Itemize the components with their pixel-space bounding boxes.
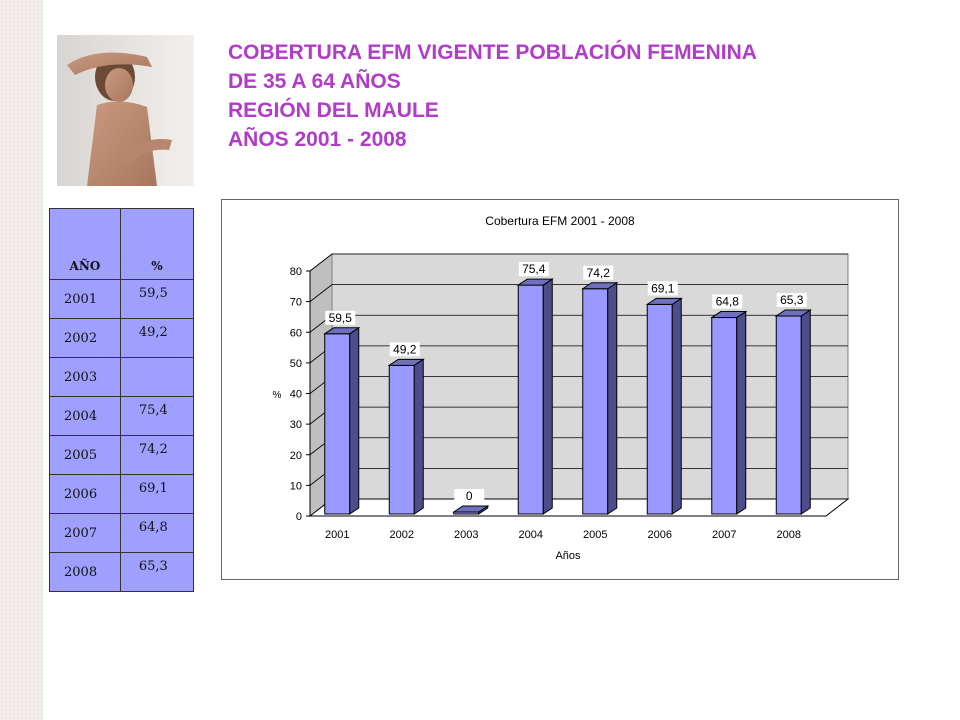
bar-side (542, 278, 553, 515)
data-label-bg (712, 294, 743, 309)
title-line-3: REGIÓN DEL MAULE (228, 99, 439, 122)
row-value (119, 357, 195, 397)
x-tick-label: 2008 (777, 529, 801, 541)
y-tick-label: 70 (290, 297, 302, 309)
y-tick-label: 50 (290, 358, 302, 370)
row-value: 59,5 (119, 279, 195, 319)
row-year: 2004 (49, 396, 121, 436)
bar-top (387, 358, 425, 366)
row-year: 2008 (49, 552, 121, 592)
chart-title: Cobertura EFM 2001 - 2008 (485, 214, 635, 228)
chart-container: Cobertura EFM 2001 - 2008 0 10 20 30 40 50 60 70… (221, 199, 899, 580)
bar-top (581, 282, 619, 290)
row-year: 2007 (49, 513, 121, 553)
row-year: 2001 (49, 279, 121, 319)
coverage-bar-chart: Cobertura EFM 2001 - 2008 0 10 20 30 40 50 60 70… (273, 214, 850, 562)
y-tick-label: 10 (290, 480, 302, 492)
data-label: 59,5 (329, 311, 353, 325)
x-tick-label: 2002 (390, 529, 414, 541)
table-row: 2006 69,1 (49, 474, 195, 514)
bar-top (774, 309, 812, 317)
bar-side (736, 310, 747, 515)
row-value: 75,4 (119, 396, 195, 436)
x-tick-label: 2003 (454, 529, 478, 541)
row-value: 49,2 (119, 318, 195, 358)
data-label: 49,2 (393, 342, 417, 356)
y-tick-label: 30 (290, 419, 302, 431)
bar-top (452, 505, 490, 513)
woman-photo (57, 35, 194, 186)
table-header-row: AÑO % (49, 208, 195, 280)
page-title: COBERTURA EFM VIGENTE POBLACIÓN FEMENINA… (228, 38, 928, 154)
header-year: AÑO (49, 208, 121, 280)
bar-top (323, 327, 361, 335)
data-label-bg (647, 281, 678, 296)
data-label-bg (583, 265, 614, 280)
x-tick-label: 2007 (712, 529, 736, 541)
bar-top (516, 278, 554, 286)
bar-side (671, 297, 682, 515)
coverage-table: AÑO % 2001 59,5 2002 49,2 2003 2004 75,4… (49, 208, 195, 592)
bar-front (582, 288, 609, 515)
title-line-4: AÑOS 2001 - 2008 (228, 128, 407, 151)
y-tick-label: 0 (296, 511, 302, 523)
bar-top (710, 311, 748, 319)
table-row: 2005 74,2 (49, 435, 195, 475)
x-tick-label: 2005 (583, 529, 607, 541)
row-year: 2005 (49, 435, 121, 475)
x-tick-label: 2004 (519, 529, 543, 541)
row-value: 64,8 (119, 513, 195, 553)
y-tick-label: 80 (290, 266, 302, 278)
table-row: 2004 75,4 (49, 396, 195, 436)
y-tick-label: 60 (290, 327, 302, 339)
data-label-bg (389, 342, 420, 357)
gridline-diagonal (309, 284, 333, 302)
gridline-diagonal (309, 253, 333, 272)
data-label: 65,3 (780, 293, 804, 307)
table-row: 2007 64,8 (49, 513, 195, 553)
header-percent: % (119, 208, 195, 280)
data-label: 69,1 (651, 281, 675, 295)
bar-front (517, 284, 544, 515)
data-label-bg (454, 489, 485, 503)
bar-front (711, 317, 738, 515)
bar-front (324, 333, 351, 515)
y-axis-label: % (273, 390, 282, 401)
data-label: 0 (466, 489, 473, 503)
left-decorative-strip (0, 0, 43, 720)
bar-side (800, 309, 811, 515)
x-tick-label: 2006 (648, 529, 672, 541)
x-tick-label: 2001 (325, 529, 349, 541)
title-line-2: DE 35 A 64 AÑOS (228, 70, 401, 93)
x-axis-label: Años (555, 550, 581, 562)
title-line-1: COBERTURA EFM VIGENTE POBLACIÓN FEMENINA (228, 41, 757, 64)
bar-front (388, 364, 415, 515)
row-value: 65,3 (119, 552, 195, 592)
table-row: 2008 65,3 (49, 552, 195, 592)
table-row: 2002 49,2 (49, 318, 195, 358)
data-label: 74,2 (587, 266, 611, 280)
table-row: 2001 59,5 (49, 279, 195, 319)
bar-side (607, 281, 618, 515)
table-row: 2003 (49, 357, 195, 397)
data-label-bg (518, 262, 549, 277)
row-year: 2003 (49, 357, 121, 397)
row-year: 2006 (49, 474, 121, 514)
bar-side (413, 358, 424, 515)
bar-front (646, 303, 673, 515)
data-label: 64,8 (716, 295, 740, 309)
bar-side (349, 326, 360, 515)
row-year: 2002 (49, 318, 121, 358)
y-tick-label: 40 (290, 389, 302, 401)
data-label-bg (776, 293, 807, 308)
row-value: 69,1 (119, 474, 195, 514)
data-label: 75,4 (522, 262, 546, 276)
data-label-bg (325, 310, 356, 325)
row-value: 74,2 (119, 435, 195, 475)
y-tick-label: 20 (290, 450, 302, 462)
bar-front (775, 315, 802, 515)
bar-top (645, 297, 683, 305)
